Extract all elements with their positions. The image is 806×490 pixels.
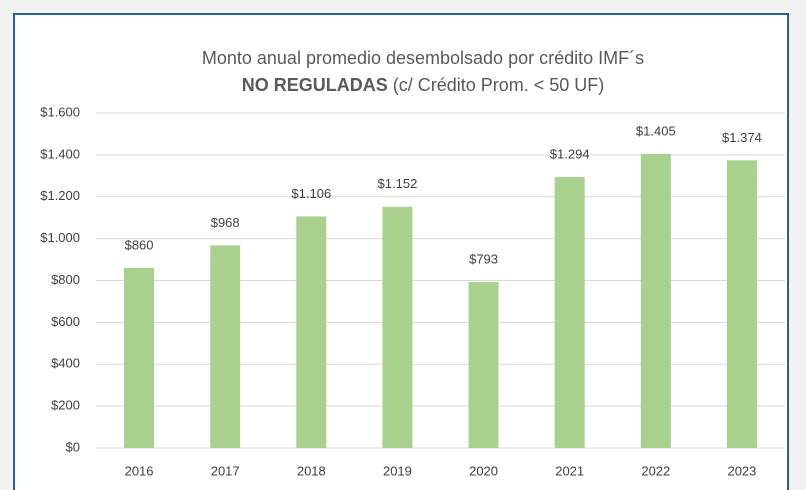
- data-label: $968: [211, 215, 240, 230]
- y-tick-label: $1.600: [40, 104, 80, 119]
- bar: [210, 245, 241, 448]
- data-label: $1.374: [722, 130, 762, 145]
- subtitle-text: (c/ Crédito Prom. < 50 UF): [393, 75, 605, 95]
- data-label: $1.294: [550, 147, 590, 162]
- data-label: $793: [469, 251, 498, 266]
- data-label: $1.106: [291, 186, 331, 201]
- x-tick-label: 2021: [555, 463, 584, 478]
- bar: [382, 206, 413, 448]
- y-tick-label: $0: [66, 439, 80, 454]
- chart-subtitle: NO REGULADAS (c/ Crédito Prom. < 50 UF): [242, 75, 605, 95]
- subtitle-bold: NO REGULADAS: [242, 75, 388, 95]
- bar: [124, 267, 155, 448]
- y-tick-label: $1.000: [40, 230, 80, 245]
- x-tick-label: 2022: [641, 463, 670, 478]
- y-tick-label: $800: [51, 272, 80, 287]
- x-tick-label: 2023: [727, 463, 756, 478]
- x-tick-label: 2020: [469, 463, 498, 478]
- x-tick-label: 2016: [125, 463, 154, 478]
- x-tick-label: 2018: [297, 463, 326, 478]
- data-label: $1.405: [636, 123, 676, 138]
- bar: [554, 177, 585, 448]
- x-tick-label: 2019: [383, 463, 412, 478]
- bar: [468, 281, 499, 448]
- y-tick-label: $1.200: [40, 188, 80, 203]
- y-tick-label: $1.400: [40, 146, 80, 161]
- bar: [296, 216, 327, 448]
- data-label: $1.152: [378, 176, 418, 191]
- x-tick-label: 2017: [211, 463, 240, 478]
- chart-title: Monto anual promedio desembolsado por cr…: [202, 48, 644, 68]
- y-tick-label: $600: [51, 314, 80, 329]
- y-tick-label: $400: [51, 356, 80, 371]
- bar: [640, 153, 671, 448]
- bar: [726, 160, 757, 448]
- data-label: $860: [125, 237, 154, 252]
- y-tick-label: $200: [51, 398, 80, 413]
